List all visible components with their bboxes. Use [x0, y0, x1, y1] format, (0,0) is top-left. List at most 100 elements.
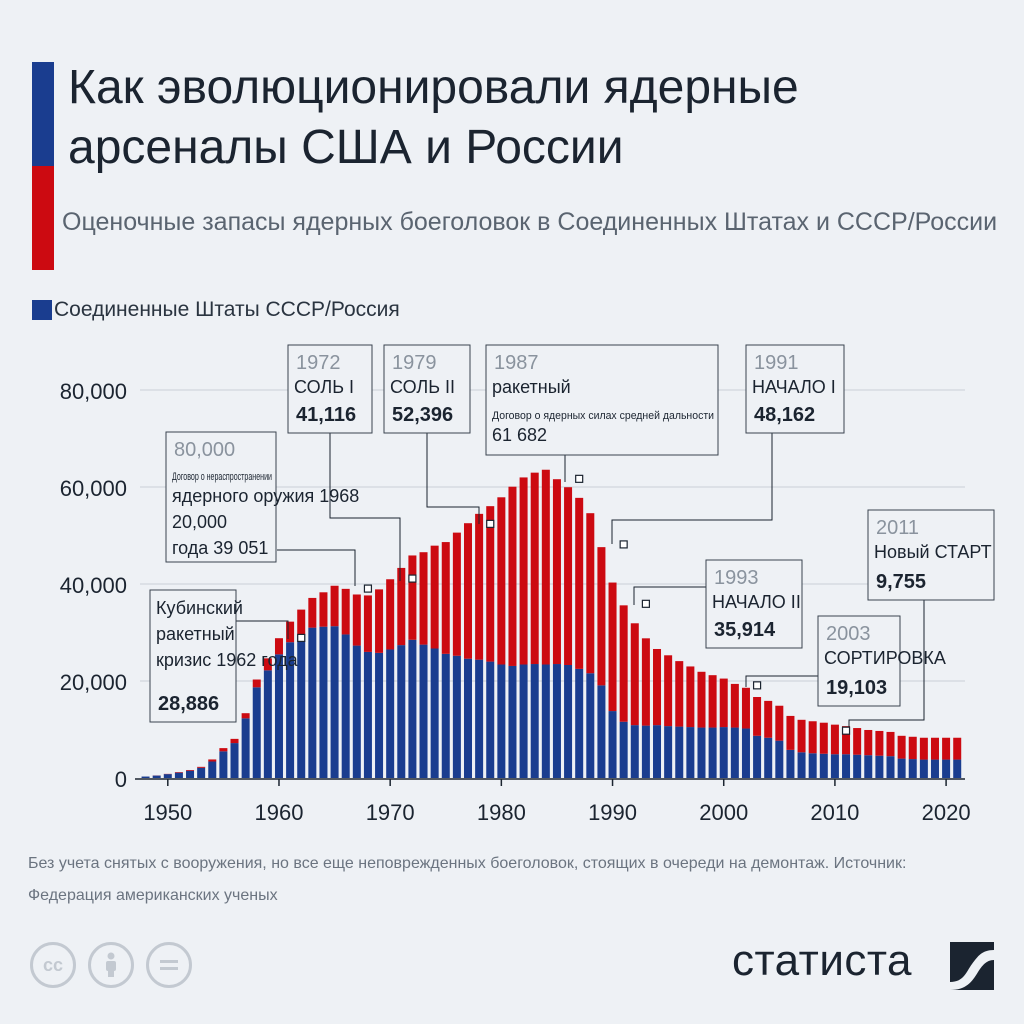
bar-usa: [152, 775, 161, 778]
bar-usa: [341, 634, 350, 778]
title-accent-blue: [32, 62, 54, 166]
bar-russia: [675, 661, 684, 727]
bar-russia: [830, 724, 839, 755]
bar-usa: [541, 664, 550, 778]
x-tick-label: 1950: [143, 800, 192, 825]
x-tick-label: 2020: [922, 800, 971, 825]
bar-usa: [786, 749, 795, 778]
bar-usa: [430, 648, 439, 778]
bar-russia: [375, 589, 384, 653]
annotation-text: Новый СТАРТ: [874, 542, 992, 562]
annotation-text: СОЛЬ II: [390, 377, 455, 397]
bar-usa: [697, 727, 706, 778]
bar-russia: [764, 700, 773, 738]
bar-usa: [675, 726, 684, 778]
bar-usa: [797, 752, 806, 778]
annotation-box: [817, 615, 901, 707]
bar-russia: [486, 506, 495, 662]
bar-usa: [219, 751, 228, 778]
x-tick-label: 2000: [699, 800, 748, 825]
annotation-text: 61 682: [492, 425, 547, 445]
statista-logo-icon: [950, 942, 994, 990]
bar-russia: [575, 497, 584, 669]
annotation-text: 20,000: [172, 512, 227, 532]
annotation-marker: [619, 540, 628, 549]
bar-usa: [486, 661, 495, 778]
annotation-leader: [745, 675, 818, 687]
bar-usa: [163, 774, 172, 778]
cc-icon: cc: [30, 942, 76, 988]
bar-usa: [475, 659, 484, 778]
bar-usa: [653, 725, 662, 778]
annotation-box: [287, 344, 373, 434]
annotation-marker: [752, 681, 762, 690]
bar-russia: [775, 705, 784, 741]
annotation-year: 1972: [296, 352, 341, 374]
bar-russia: [697, 671, 706, 728]
bar-usa: [953, 759, 962, 778]
x-tick-label: 1980: [477, 800, 526, 825]
bar-russia: [808, 721, 817, 754]
bar-usa: [230, 743, 239, 778]
bar-russia: [686, 666, 695, 728]
legend-label: Соединенные Штаты СССР/Россия: [54, 298, 400, 321]
chart-subtitle: Оценочные запасы ядерных боеголовок в Со…: [62, 208, 998, 236]
annotation-text: СОРТИРОВКА: [824, 648, 946, 668]
annotation-year: 1993: [714, 567, 759, 589]
annotation-box: [149, 589, 237, 723]
no-derivatives-icon: [146, 942, 192, 988]
bar-russia: [753, 697, 762, 736]
bar-usa: [641, 725, 650, 778]
bar-russia: [497, 497, 506, 665]
bar-usa: [508, 665, 517, 778]
annotation-text: года 39 051: [172, 538, 268, 558]
y-tick-label: 20,000: [60, 670, 127, 695]
bar-russia: [908, 736, 917, 760]
bar-usa: [730, 727, 739, 778]
bar-usa: [263, 670, 272, 778]
annotation-leader: [277, 549, 356, 586]
bar-russia: [741, 687, 750, 729]
attribution-icon: [88, 942, 134, 988]
annotation-box: [705, 559, 803, 649]
bar-usa: [719, 727, 728, 778]
bar-usa: [808, 753, 817, 778]
bar-russia: [263, 658, 272, 671]
annotation-leader: [236, 620, 289, 639]
bar-usa: [530, 664, 539, 778]
bar-russia: [819, 722, 828, 754]
bar-russia: [386, 579, 395, 650]
bar-russia: [886, 731, 895, 757]
bar-usa: [764, 737, 773, 778]
bar-russia: [441, 542, 450, 654]
annotation-year: 1991: [754, 352, 799, 374]
bar-usa: [174, 772, 183, 778]
annotation-value: 41,116: [296, 404, 356, 426]
annotation-text: НАЧАЛО II: [712, 592, 801, 612]
bar-usa: [853, 754, 862, 778]
license-icons: cc: [30, 942, 192, 988]
bar-usa: [741, 728, 750, 778]
bar-usa: [619, 721, 628, 778]
chart-title: Как эволюционировали ядерные арсеналы СШ…: [68, 61, 799, 174]
bar-russia: [230, 738, 239, 744]
annotation-leader: [426, 433, 480, 524]
bar-usa: [919, 759, 928, 778]
annotation-box: [745, 344, 845, 434]
bar-russia: [341, 588, 350, 635]
bar-russia: [252, 679, 261, 688]
bar-russia: [352, 594, 361, 646]
annotation-marker: [297, 633, 306, 643]
bar-russia: [297, 609, 306, 635]
annotation-value: 52,396: [392, 404, 453, 426]
bar-russia: [541, 469, 550, 665]
bar-usa: [819, 753, 828, 778]
bar-russia: [208, 759, 217, 762]
y-tick-label: 0: [115, 767, 127, 792]
annotation-marker: [486, 519, 495, 528]
bar-russia: [197, 766, 206, 768]
bar-usa: [363, 651, 372, 778]
bar-usa: [274, 654, 283, 778]
bar-usa: [441, 653, 450, 778]
